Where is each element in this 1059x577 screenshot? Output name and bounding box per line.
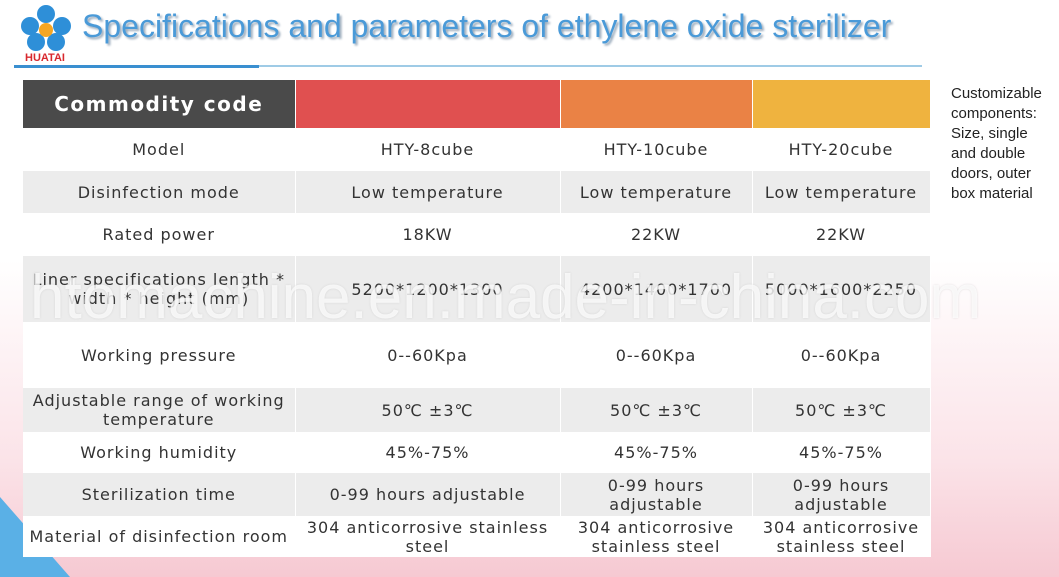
logo-text: HUATAI bbox=[25, 52, 65, 64]
spec-row: Disinfection mode Low temperature Low temp… bbox=[23, 171, 931, 213]
spec-value: 0-99 hours adjustable bbox=[560, 473, 753, 516]
spec-value: 0--60Kpa bbox=[560, 322, 753, 388]
spec-label: Model bbox=[23, 128, 296, 171]
spec-value: 5000*1600*2250 bbox=[752, 256, 931, 322]
header-cell bbox=[295, 80, 561, 128]
spec-value: 0--60Kpa bbox=[295, 322, 561, 388]
spec-value: Low temperature bbox=[560, 171, 753, 213]
spec-value: 50℃ ±3℃ bbox=[295, 388, 561, 432]
spec-label: Disinfection mode bbox=[23, 171, 296, 213]
spec-row: Model HTY-8cube HTY-10cube HTY-20cube bbox=[23, 128, 931, 171]
divider-accent bbox=[14, 65, 259, 68]
header-label: Commodity code bbox=[23, 80, 296, 128]
spec-value: 304 anticorrosive stainless steel bbox=[295, 516, 561, 557]
divider bbox=[14, 65, 922, 67]
spec-value: HTY-10cube bbox=[560, 128, 753, 171]
side-note: Customizable components: Size, single an… bbox=[951, 85, 1042, 202]
spec-value: HTY-8cube bbox=[295, 128, 561, 171]
spec-value: 50℃ ±3℃ bbox=[752, 388, 931, 432]
spec-value: 304 anticorrosive stainless steel bbox=[752, 516, 931, 557]
spec-table: Commodity code Model HTY-8cube HTY-10cube H… bbox=[23, 80, 931, 557]
spec-row: Rated power 18KW 22KW 22KW bbox=[23, 213, 931, 256]
spec-row: Working pressure 0--60Kpa 0--60Kpa 0--60Kpa bbox=[23, 322, 931, 388]
spec-value: 304 anticorrosive stainless steel bbox=[560, 516, 753, 557]
spec-value: 45%-75% bbox=[560, 432, 753, 473]
spec-label: Working pressure bbox=[23, 322, 296, 388]
spec-label: Material of disinfection room bbox=[23, 516, 296, 557]
spec-row: Adjustable range of working temperature 5… bbox=[23, 388, 931, 432]
page-title: Specifications and parameters of ethylen… bbox=[82, 8, 892, 44]
spec-value: 0-99 hours adjustable bbox=[752, 473, 931, 516]
spec-value: 0--60Kpa bbox=[752, 322, 931, 388]
spec-value: 0-99 hours adjustable bbox=[295, 473, 561, 516]
spec-value: 22KW bbox=[752, 213, 931, 256]
spec-label: Rated power bbox=[23, 213, 296, 256]
spec-value: HTY-20cube bbox=[752, 128, 931, 171]
spec-row: Sterilization time 0-99 hours adjustable 0… bbox=[23, 473, 931, 516]
spec-value: Low temperature bbox=[752, 171, 931, 213]
spec-value: Low temperature bbox=[295, 171, 561, 213]
spec-value: 18KW bbox=[295, 213, 561, 256]
spec-row: Material of disinfection room 304 anticor… bbox=[23, 516, 931, 557]
spec-label: Sterilization time bbox=[23, 473, 296, 516]
spec-value: 22KW bbox=[560, 213, 753, 256]
spec-label: Working humidity bbox=[23, 432, 296, 473]
spec-row: Liner specifications length * width * he… bbox=[23, 256, 931, 322]
spec-value: 4200*1400*1700 bbox=[560, 256, 753, 322]
spec-value: 45%-75% bbox=[752, 432, 931, 473]
spec-value: 50℃ ±3℃ bbox=[560, 388, 753, 432]
spec-value: 45%-75% bbox=[295, 432, 561, 473]
spec-label: Adjustable range of working temperature bbox=[23, 388, 296, 432]
spec-label: Liner specifications length * width * he… bbox=[23, 256, 296, 322]
header-cell bbox=[560, 80, 753, 128]
header-cell bbox=[752, 80, 931, 128]
spec-value: 5200*1200*1300 bbox=[295, 256, 561, 322]
spec-row: Working humidity 45%-75% 45%-75% 45%-75% bbox=[23, 432, 931, 473]
header-row: Commodity code bbox=[23, 80, 931, 128]
logo-icon bbox=[21, 5, 71, 51]
